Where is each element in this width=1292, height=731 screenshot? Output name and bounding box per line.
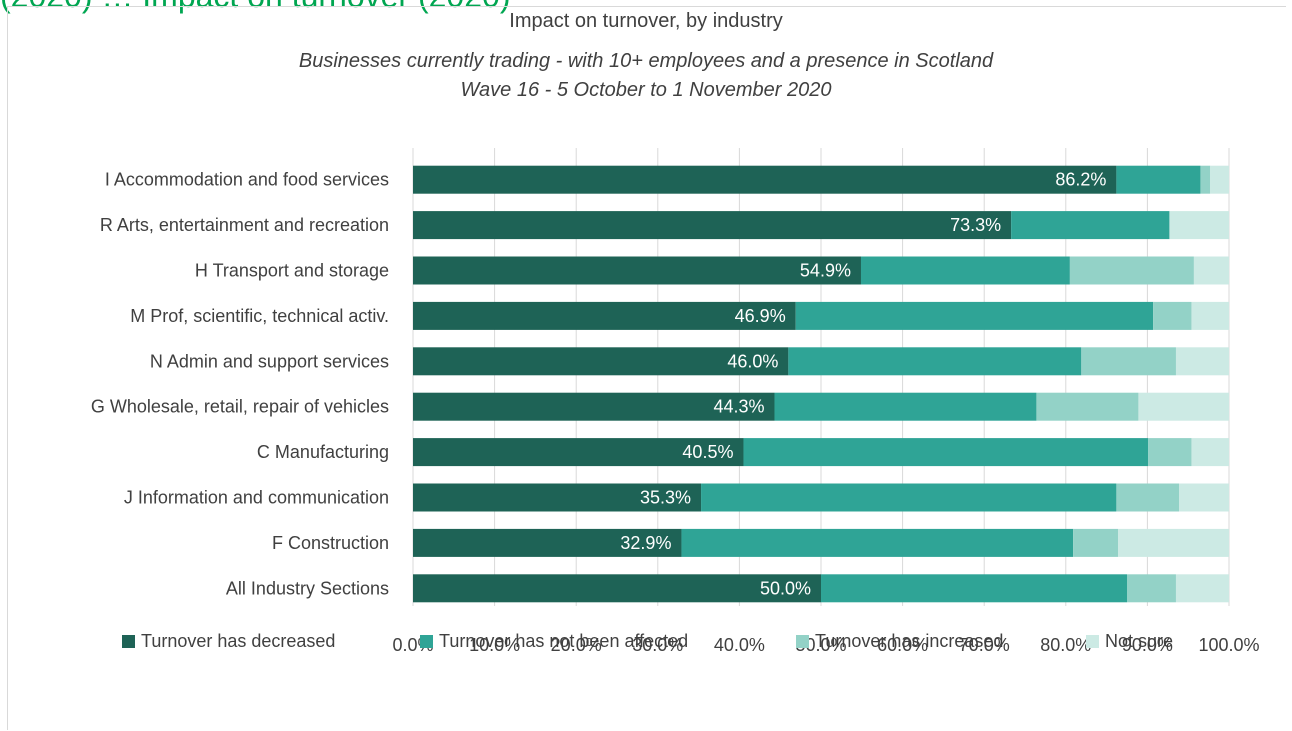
legend-item: Not sure: [1086, 631, 1173, 652]
data-label: 32.9%: [620, 533, 671, 553]
x-tick-label: 20.0%: [551, 635, 602, 655]
bar-segment: [1200, 165, 1211, 194]
bar-segment: [1169, 211, 1229, 240]
category-label: I Accommodation and food services: [105, 170, 389, 190]
bar-segment: [413, 211, 1012, 240]
bar-segment: [413, 256, 861, 285]
legend-label: Turnover has increased: [815, 631, 1004, 651]
bar-segment: [1175, 347, 1229, 376]
data-label: 50.0%: [760, 578, 811, 598]
bar-segment: [1138, 392, 1229, 421]
category-label: N Admin and support services: [150, 351, 389, 371]
legend-swatch: [122, 635, 135, 648]
bar-segment: [1153, 301, 1192, 330]
bar-segment: [413, 528, 682, 557]
bar-segment: [743, 438, 1149, 467]
bar-segment: [1148, 438, 1192, 467]
bar-segment: [413, 483, 702, 512]
legend-label: Turnover has not been affected: [439, 631, 689, 651]
legend-item: Turnover has decreased: [122, 631, 335, 652]
x-tick-label: 100.0%: [1198, 635, 1259, 655]
category-label: H Transport and storage: [195, 261, 389, 281]
bar-segment: [701, 483, 1117, 512]
chart-legend: Turnover has decreased Turnover has not b…: [0, 631, 1292, 655]
bar-segment: [795, 301, 1154, 330]
category-label: G Wholesale, retail, repair of vehicles: [91, 397, 389, 417]
bar-segment: [860, 256, 1070, 285]
chart-wave-label: Wave 16 - 5 October to 1 November 2020: [460, 79, 832, 101]
x-tick-label: 90.0%: [1122, 635, 1173, 655]
legend-swatch: [796, 635, 809, 648]
data-label: 40.5%: [682, 442, 733, 462]
x-tick-label: 80.0%: [1040, 635, 1091, 655]
bar-segment: [1175, 574, 1229, 603]
legend-item: Turnover has increased: [796, 631, 1003, 652]
legend-item: Turnover has not been affected: [420, 631, 688, 652]
legend-swatch: [420, 635, 433, 648]
bar-segment: [1179, 483, 1229, 512]
data-label: 86.2%: [1055, 170, 1106, 190]
bar-segment: [1081, 347, 1176, 376]
bar-segment: [1069, 256, 1194, 285]
bar-segment: [413, 438, 744, 467]
page-heading-fragment: (2020) … Impact on turnover (2020): [0, 0, 1010, 18]
bar-segment: [1116, 483, 1180, 512]
category-label: M Prof, scientific, technical activ.: [130, 306, 389, 326]
x-tick-label: 60.0%: [877, 635, 928, 655]
bar-segment: [1191, 301, 1229, 330]
bar-segment: [774, 392, 1037, 421]
x-tick-label: 70.0%: [959, 635, 1010, 655]
category-label: All Industry Sections: [226, 578, 389, 598]
category-label: C Manufacturing: [257, 442, 389, 462]
data-label: 44.3%: [713, 397, 764, 417]
data-label: 54.9%: [800, 261, 851, 281]
legend-label: Not sure: [1105, 631, 1174, 651]
chart-subtitle: Businesses currently trading - with 10+ …: [298, 50, 994, 72]
bar-segment: [1116, 165, 1201, 194]
bar-segment: [681, 528, 1074, 557]
bar-segment: [413, 347, 789, 376]
bar-segment: [413, 165, 1117, 194]
bar-segment: [1036, 392, 1139, 421]
bar-segment: [1073, 528, 1119, 557]
bar-segment: [1191, 438, 1229, 467]
legend-label: Turnover has decreased: [141, 631, 336, 651]
x-tick-label: 40.0%: [714, 635, 765, 655]
bar-segment: [821, 574, 1127, 603]
bar-segment: [413, 301, 796, 330]
bar-segment: [1193, 256, 1229, 285]
legend-swatch: [1086, 635, 1099, 648]
bar-segment: [1210, 165, 1229, 194]
bar-segment: [1127, 574, 1176, 603]
data-label: 35.3%: [640, 488, 691, 508]
bar-segment: [1118, 528, 1229, 557]
x-tick-label: 10.0%: [469, 635, 520, 655]
category-label: J Information and communication: [124, 488, 389, 508]
chart-frame: [7, 6, 1286, 730]
bar-segment: [1011, 211, 1170, 240]
data-label: 73.3%: [950, 215, 1001, 235]
bar-segment: [788, 347, 1082, 376]
data-label: 46.0%: [727, 351, 778, 371]
category-label: R Arts, entertainment and recreation: [100, 215, 389, 235]
bar-segment: [413, 574, 821, 603]
chart-title: Impact on turnover, by industry: [509, 10, 783, 32]
bar-segment: [413, 392, 775, 421]
data-label: 46.9%: [735, 306, 786, 326]
x-tick-label: 30.0%: [632, 635, 683, 655]
category-label: F Construction: [272, 533, 389, 553]
